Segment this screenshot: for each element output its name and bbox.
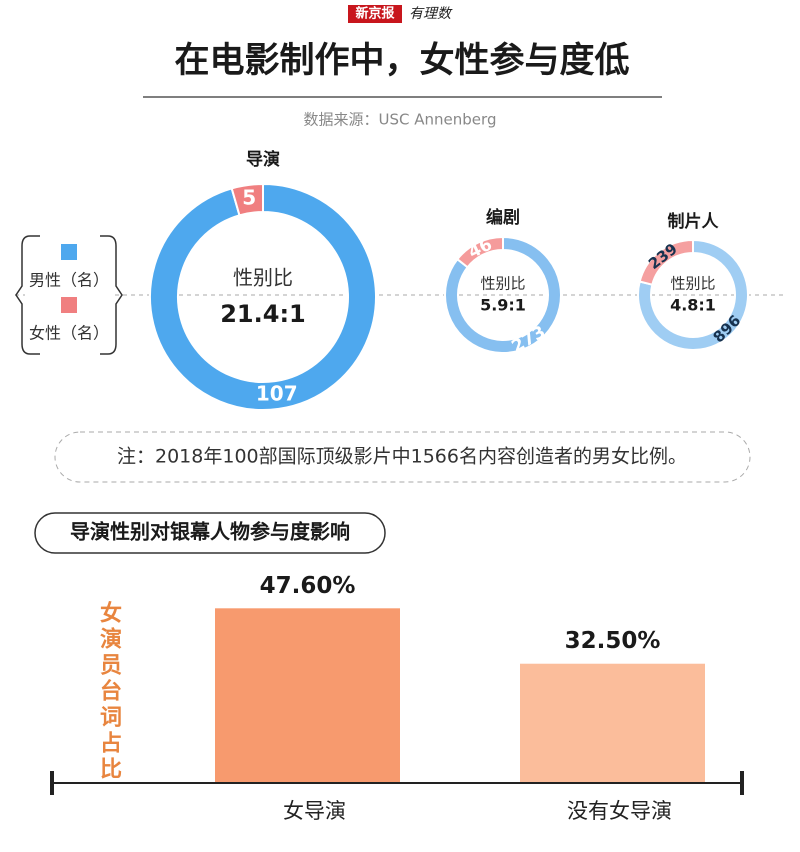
charts: 导演1075性别比21.4:1编剧27346性别比5.9:1制片人896239性… [34,149,749,823]
donut-title: 编剧 [486,207,520,228]
donut-title: 制片人 [668,211,720,232]
donut-segment [444,235,562,354]
y-axis-label: 女演员台词占比 [96,600,122,783]
legend-swatch [61,297,77,313]
donut-segment [455,235,504,269]
note: 注：2018年100部国际顶级影片中1566名内容创造者的男女比例。 [117,446,687,468]
x-tick-label: 女导演 [283,799,346,823]
legend-swatch [61,244,77,260]
center-label: 性别比 [480,275,525,293]
brand-sub: 有理数 [409,6,453,22]
value-label: 32.50% [565,628,661,654]
donut-segment [230,182,264,217]
donut-value: 5 [242,185,256,209]
legend: 男性（名） 女性（名） [29,244,109,343]
x-tick-label: 没有女导演 [567,799,672,823]
donut-segment [638,238,694,286]
donut-title: 导演 [246,149,280,170]
section-title: 导演性别对银幕人物参与度影响 [70,520,350,544]
bar [215,608,400,783]
section-title-box [34,512,386,554]
donut-value: 107 [256,382,298,406]
legend-label: 女性（名） [29,324,109,343]
value-label: 47.60% [260,573,356,599]
ratio: 4.8:1 [670,296,716,315]
donut-segment [149,182,377,411]
legend-label: 男性（名） [29,271,109,290]
bar [520,663,705,783]
brand-box [348,5,402,23]
note-box [54,431,751,483]
brand: 新京报 [355,6,395,22]
source: 数据来源：USC Annenberg [304,111,497,129]
center-label: 性别比 [670,275,715,293]
ratio: 21.4:1 [220,300,306,328]
title: 在电影制作中，女性参与度低 [174,40,629,81]
ratio: 5.9:1 [480,296,526,315]
donut-segment [637,238,749,351]
center-label: 性别比 [233,266,293,290]
legend-bracket [15,235,123,355]
